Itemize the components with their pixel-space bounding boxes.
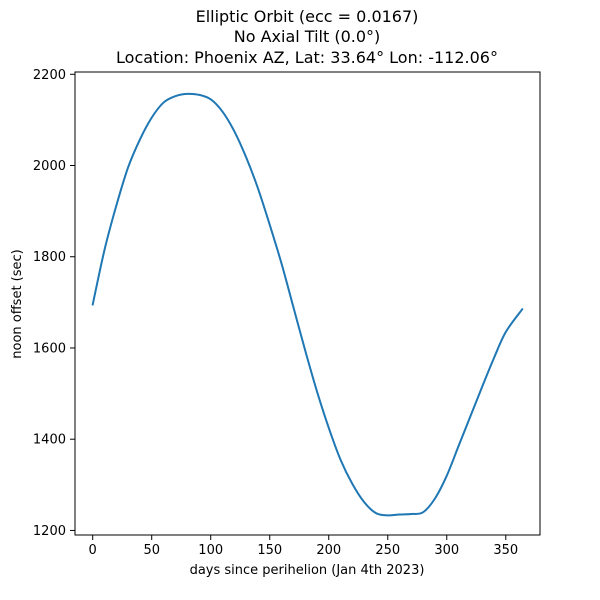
chart-title-line-3: Location: Phoenix AZ, Lat: 33.64° Lon: -…	[116, 48, 498, 67]
plot-area-frame	[74, 71, 541, 536]
x-tick-label: 150	[257, 543, 282, 558]
y-tick-label: 1400	[33, 433, 66, 448]
x-tick-label: 0	[89, 543, 97, 558]
chart-title-line-1: Elliptic Orbit (ecc = 0.0167)	[196, 7, 419, 26]
y-tick-label: 1600	[33, 341, 66, 356]
y-tick-label: 2000	[33, 159, 66, 174]
x-tick-label: 100	[198, 543, 223, 558]
plot-layer: 0 50 100 150 200 250 300 350 1200 1400 1600 1800 200…	[33, 68, 524, 558]
y-tick-label: 2200	[33, 68, 66, 83]
y-tick-label: 1200	[33, 524, 66, 539]
x-tick-label: 350	[493, 543, 518, 558]
x-axis-label: days since perihelion (Jan 4th 2023)	[190, 563, 425, 578]
series-line	[91, 92, 524, 517]
x-tick-label: 200	[316, 543, 341, 558]
x-tick-label: 300	[434, 543, 459, 558]
x-tick-label: 250	[375, 543, 400, 558]
chart-title-line-2: No Axial Tilt (0.0°)	[234, 27, 381, 46]
y-tick-label: 1800	[33, 250, 66, 265]
x-tick-label: 50	[143, 543, 160, 558]
y-axis-label: noon offset (sec)	[10, 249, 25, 359]
